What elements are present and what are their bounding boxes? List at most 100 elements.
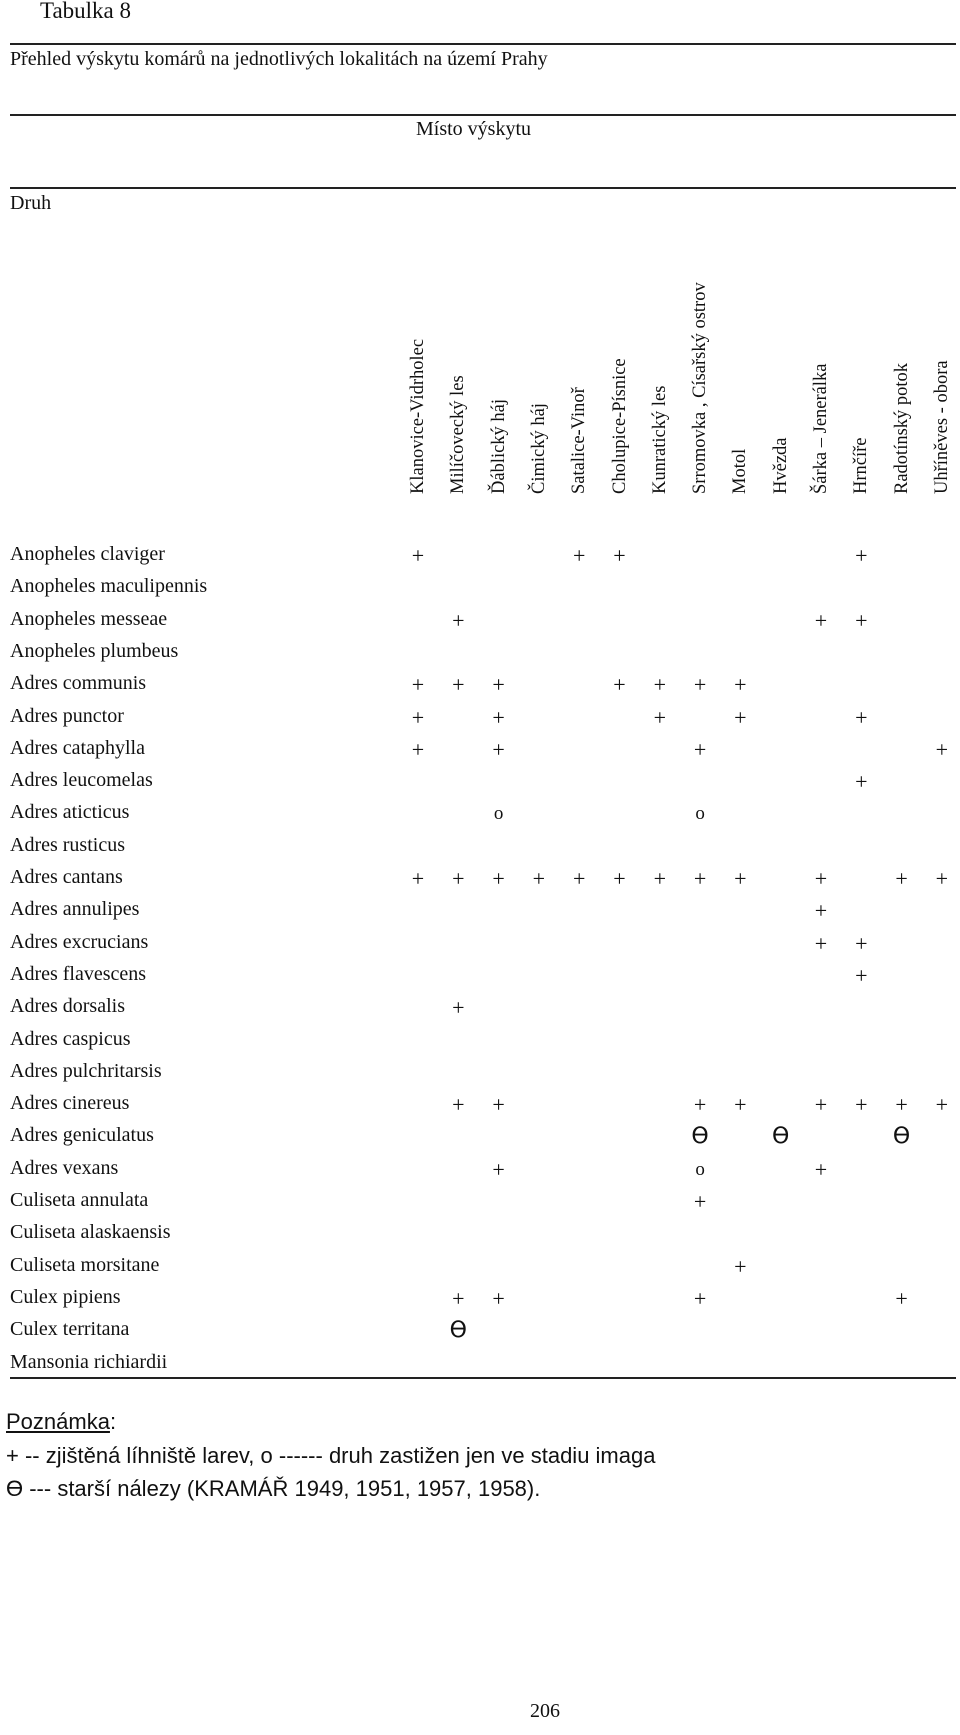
occurrence-mark: +	[452, 607, 465, 633]
table-row: Adres leucomelas +	[0, 769, 960, 801]
occurrence-mark: +	[693, 1189, 707, 1214]
occurrence-mark: +	[452, 1285, 465, 1311]
note-title: Poznámka:	[6, 1409, 116, 1435]
occurrence-mark: +	[492, 736, 505, 762]
species-name: Adres aticticus	[10, 801, 130, 824]
species-name: Adres cinereus	[10, 1092, 130, 1115]
occurrence-mark: +	[814, 1156, 828, 1182]
occurrence-mark: ϴ	[892, 1124, 911, 1150]
species-name: Mansonia richiardii	[10, 1350, 168, 1373]
locality-header: Milíčovecký les	[448, 375, 469, 494]
table-row: Culiseta morsitane +	[0, 1254, 960, 1286]
occurrence-mark: +	[693, 736, 707, 762]
species-name: Culex pipiens	[10, 1285, 121, 1308]
subtitle-rule	[10, 114, 956, 116]
table-row: Adres caspicus	[0, 1028, 960, 1060]
occurrence-mark: +	[814, 930, 828, 956]
occurrence-mark: ϴ	[449, 1318, 467, 1344]
occurrence-mark: o	[695, 1158, 705, 1180]
occurrence-mark: +	[693, 866, 707, 891]
occurrence-mark: +	[492, 672, 505, 698]
occurrence-mark: +	[935, 1092, 949, 1118]
occurrence-mark: +	[653, 866, 666, 891]
occurrence-mark: +	[411, 866, 425, 891]
species-name: Adres excrucians	[10, 930, 149, 953]
occurrence-mark: +	[814, 1092, 828, 1118]
locality-header: Hvězda	[770, 437, 791, 495]
note-title-text: Poznámka	[6, 1409, 110, 1434]
occurrence-mark: +	[492, 1156, 505, 1182]
table-row: Mansonia richiardii	[0, 1351, 960, 1383]
occurrence-mark: +	[411, 704, 425, 730]
locality-header: Motol	[730, 448, 751, 494]
occurrence-mark: ϴ	[691, 1124, 709, 1150]
species-name: Anopheles maculipennis	[10, 575, 208, 598]
species-name: Adres annulipes	[10, 898, 140, 921]
occurrence-mark: o	[695, 803, 705, 825]
species-name: Culiseta morsitane	[10, 1253, 160, 1276]
species-name: Adres flavescens	[10, 962, 147, 985]
occurrence-mark: +	[935, 866, 949, 891]
table-row: Adres aticticus o o	[0, 801, 960, 833]
occurrence-mark: +	[855, 1092, 868, 1118]
occurrence-mark: +	[855, 607, 868, 633]
occurrence-mark: +	[734, 866, 747, 891]
occurrence-mark: +	[653, 672, 666, 698]
occurrence-mark: +	[734, 1092, 747, 1118]
note-title-colon: :	[109, 1409, 117, 1434]
locality-header: Hrnčíře	[851, 437, 872, 495]
occurrence-mark: +	[693, 1285, 707, 1311]
note-line-theta: ϴ --- starší nálezy (KRAMÁŘ 1949, 1951, …	[6, 1476, 541, 1501]
occurrence-mark: +	[492, 866, 505, 891]
occurrence-mark: +	[734, 1253, 747, 1279]
species-name: Anopheles messeae	[10, 607, 168, 630]
locality-header: Ďáblický háj	[488, 398, 509, 494]
table-row: Adres vexans + o +	[0, 1157, 960, 1189]
table-row: Adres cantans + + + + + + + + + + + +	[0, 866, 960, 898]
table-row: Adres annulipes +	[0, 898, 960, 930]
occurrence-mark: +	[734, 704, 747, 730]
locality-header: Uhříněves - obora	[931, 360, 952, 494]
table-bottom-rule	[10, 1377, 956, 1379]
page-number: 206	[530, 1700, 560, 1722]
species-name: Adres punctor	[10, 704, 124, 727]
occurrence-mark: +	[734, 672, 747, 698]
locality-header: Satalice-Vinoř	[569, 387, 590, 494]
table-row: Adres flavescens +	[0, 963, 960, 995]
species-name: Adres pulchritarsis	[10, 1059, 162, 1082]
occurrence-mark: +	[411, 543, 425, 568]
locality-header: Cholupice-Písnice	[609, 358, 630, 494]
occurrence-mark: +	[411, 672, 425, 698]
occurrence-mark: +	[452, 866, 465, 891]
occurrence-mark: +	[693, 672, 707, 698]
occurrence-mark: +	[895, 1092, 908, 1118]
table-row: Adres rusticus	[0, 834, 960, 866]
table-row: Anopheles claviger + + + +	[0, 543, 960, 575]
table-row: Culiseta annulata +	[0, 1189, 960, 1221]
occurrence-mark: +	[855, 962, 868, 988]
header-rule	[10, 187, 956, 189]
species-name: Anopheles plumbeus	[10, 639, 179, 662]
table-row: Adres excrucians + +	[0, 931, 960, 963]
occurrence-mark: +	[452, 995, 465, 1021]
table-row: Adres punctor + + + + +	[0, 705, 960, 737]
occurrence-mark: +	[814, 866, 828, 891]
table-row: Adres dorsalis +	[0, 995, 960, 1027]
occurrence-mark: +	[572, 866, 586, 891]
occurrence-mark: +	[452, 672, 465, 698]
species-name: Adres caspicus	[10, 1027, 131, 1050]
occurrence-mark: +	[895, 866, 908, 891]
species-name: Adres communis	[10, 672, 147, 695]
locality-header: Čimický háj	[528, 403, 549, 494]
species-name: Adres cantans	[10, 866, 123, 888]
species-name: Culex territana	[10, 1318, 130, 1341]
occurrence-mark: +	[613, 866, 626, 891]
table-title: Tabulka 8	[40, 0, 132, 23]
species-name: Culiseta alaskaensis	[10, 1221, 171, 1244]
species-name: Anopheles claviger	[10, 543, 165, 565]
occurrence-mark: +	[814, 898, 828, 924]
locality-header: Srromovka , Císařský ostrov	[690, 282, 711, 494]
occurrence-mark: +	[532, 866, 546, 891]
species-name: Adres rusticus	[10, 833, 125, 856]
occurrence-mark: ϴ	[772, 1124, 790, 1150]
